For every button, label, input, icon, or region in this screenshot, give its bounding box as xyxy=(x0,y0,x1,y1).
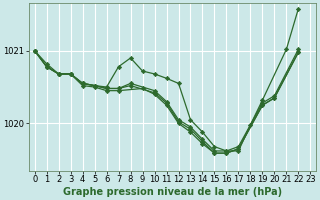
X-axis label: Graphe pression niveau de la mer (hPa): Graphe pression niveau de la mer (hPa) xyxy=(63,187,282,197)
